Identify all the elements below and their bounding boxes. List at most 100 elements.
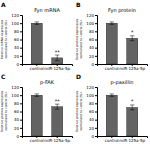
tick-mark — [20, 128, 22, 129]
tick-label: control — [105, 138, 119, 143]
tick-label: 20 — [14, 54, 20, 59]
error-bar-line — [130, 36, 134, 41]
error-bar — [55, 104, 59, 109]
tick: 0 — [91, 134, 97, 139]
panel: 0 20 40 60 80 100 120 controlmiR-125a-5p Relativ… — [75, 73, 148, 143]
tick-mark — [20, 56, 22, 57]
tick-mark — [95, 136, 97, 137]
annotation: * — [131, 98, 134, 104]
tick: 80 — [89, 101, 97, 106]
tick: 20 — [14, 54, 22, 59]
tick-label: 60 — [89, 37, 95, 42]
tick-mark — [20, 15, 22, 16]
tick-mark — [95, 31, 97, 32]
tick: 60 — [14, 109, 22, 114]
panel-label: C — [1, 73, 6, 80]
tick: 60 — [89, 109, 97, 114]
tick: 120 — [86, 13, 97, 18]
tick-label: 100 — [11, 93, 19, 98]
error-bar-line — [55, 55, 59, 61]
tick: 40 — [14, 45, 22, 50]
tick-label: 20 — [89, 54, 95, 59]
plot-area — [106, 94, 138, 136]
title: p-FAK — [40, 79, 55, 86]
axis-line — [95, 16, 98, 65]
axis-line — [20, 16, 23, 65]
y-axis: 0 20 40 60 80 100 120 — [11, 85, 22, 139]
tick-label: 40 — [14, 45, 20, 50]
tick-mark — [95, 128, 97, 129]
tick-mark — [95, 56, 97, 57]
tick: 20 — [14, 126, 22, 131]
error-bar — [35, 22, 39, 24]
tick-label: 100 — [86, 93, 94, 98]
tick-label: 120 — [11, 85, 19, 90]
y-axis-title: Relative protein expressionnormalized to… — [0, 91, 8, 132]
tick-label: 120 — [86, 13, 94, 18]
y-axis: 020406080100120 — [11, 13, 22, 67]
tick-mark — [95, 103, 97, 104]
tick: control — [30, 64, 44, 71]
bar — [106, 95, 117, 136]
error-bar-line — [55, 104, 59, 109]
tick-label: 80 — [14, 101, 20, 106]
annotation: ** — [55, 98, 61, 104]
plot-area — [31, 94, 63, 136]
tick-mark — [20, 87, 22, 88]
tick-mark — [20, 64, 22, 65]
plot-area — [106, 22, 138, 64]
y-axis-title-line: normalized to control (%) — [79, 20, 83, 58]
panel-label: D — [76, 73, 81, 80]
tick: miR-125a-5p — [44, 136, 70, 143]
tick-mark — [95, 40, 97, 41]
panel: 020406080100120controlmiR-125a-5pRelativ… — [75, 1, 148, 71]
title: Fyn mRNA — [34, 7, 60, 14]
tick-mark — [95, 23, 97, 24]
annotation: ** — [55, 49, 61, 55]
title: Fyn protein — [108, 7, 136, 14]
tick: 120 — [86, 85, 97, 90]
tick: control — [105, 64, 119, 71]
error-bar — [35, 94, 39, 96]
tick: 40 — [89, 117, 97, 122]
tick-label: 60 — [89, 109, 95, 114]
plot-area — [31, 22, 63, 64]
tick-mark — [20, 136, 22, 137]
tick-label: 100 — [11, 21, 19, 26]
tick: 20 — [89, 126, 97, 131]
y-axis-title-line: normalized to control (%) — [4, 20, 8, 58]
title: p-paxillin — [111, 79, 134, 86]
tick-label: miR-125a-5p — [44, 66, 70, 71]
tick-mark — [20, 112, 22, 113]
tick-label: 40 — [89, 45, 95, 50]
y-axis: 0 20 40 60 80 100 120 — [86, 85, 97, 139]
bar — [106, 23, 117, 64]
tick-mark — [20, 95, 22, 96]
tick-label: 120 — [11, 13, 19, 18]
tick: 60 — [89, 37, 97, 42]
panel-label: A — [1, 1, 6, 8]
tick: 40 — [14, 117, 22, 122]
y-axis-title: Relative protein expressionnormalized to… — [75, 19, 83, 60]
tick-label: miR-125a-5p — [119, 66, 145, 71]
tick-mark — [95, 64, 97, 65]
tick-label: 20 — [14, 126, 20, 131]
bar — [127, 107, 138, 136]
error-bar-line — [35, 22, 39, 24]
tick: 0 — [16, 134, 22, 139]
y-axis-title: Relative protein expressionnormalized to… — [75, 91, 83, 132]
tick: 120 — [11, 13, 22, 18]
error-bar — [110, 22, 114, 24]
tick-label: 40 — [14, 117, 20, 122]
tick: 0 — [91, 62, 97, 67]
tick-mark — [95, 120, 97, 121]
axis-line — [20, 88, 23, 137]
tick: 20 — [89, 54, 97, 59]
tick: miR-125a-5p — [119, 136, 145, 143]
tick-label: 100 — [86, 21, 94, 26]
tick-mark — [95, 15, 97, 16]
y-axis-title-line: normalized to control (%) — [79, 92, 83, 130]
bar — [31, 23, 42, 64]
tick: 100 — [11, 21, 22, 26]
y-axis-title: Relative mRNA expressionnormalized to co… — [0, 20, 8, 60]
